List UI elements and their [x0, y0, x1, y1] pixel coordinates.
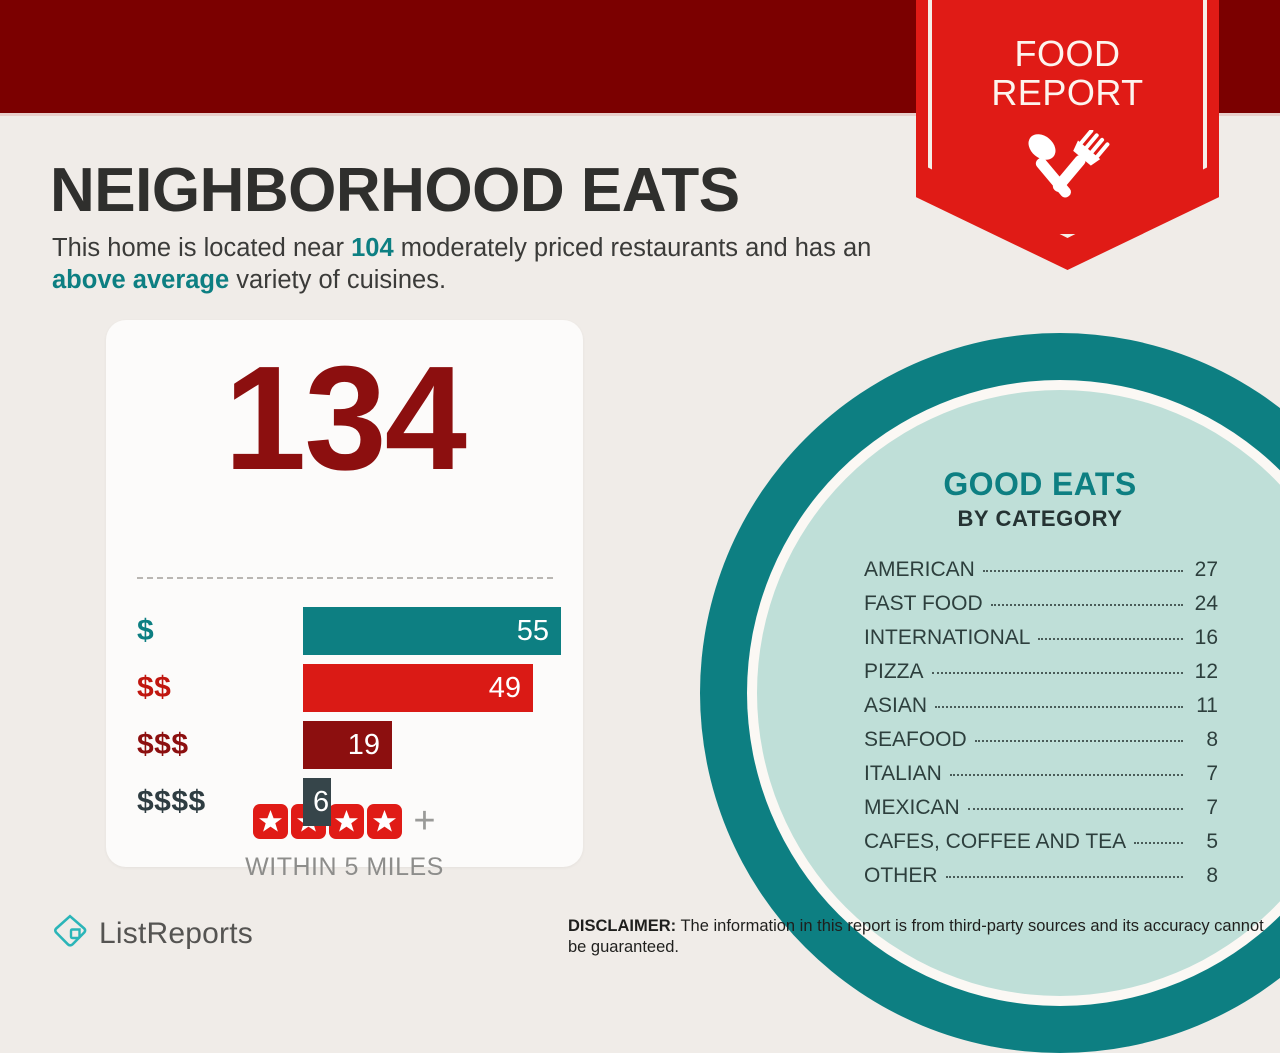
category-label: FAST FOOD [864, 592, 983, 615]
category-row: PIZZA 12 [864, 660, 1218, 694]
category-value: 5 [1206, 830, 1218, 853]
listreports-logo[interactable]: ListReports [52, 913, 253, 954]
card-divider [137, 577, 553, 579]
price-level-label: $ [137, 614, 155, 647]
star-icon [367, 803, 403, 839]
subtitle-part2: moderately priced restaurants and has an [393, 234, 872, 262]
star-plus-symbol: + [413, 800, 436, 842]
category-value: 12 [1194, 660, 1218, 683]
within-miles-label: WITHIN 5 MILES [245, 853, 444, 881]
category-row: CAFES, COFFEE AND TEA 5 [864, 830, 1218, 864]
disclaimer-label: DISCLAIMER: [568, 917, 677, 935]
category-leader-dots [974, 740, 1183, 742]
price-bar: 55 [303, 607, 561, 655]
category-leader-dots [1038, 638, 1183, 640]
price-bar-value: 19 [347, 728, 380, 761]
category-label: AMERICAN [864, 558, 975, 581]
category-value: 16 [1194, 626, 1218, 649]
teal-circle-graphic [700, 333, 1280, 1053]
category-label: ITALIAN [864, 762, 942, 785]
category-leader-dots [931, 672, 1183, 674]
restaurant-count: 134 [224, 336, 467, 501]
disclaimer-text: The information in this report is from t… [568, 917, 1264, 956]
badge-title: FOOD REPORT [916, 34, 1219, 112]
category-leader-dots [1134, 842, 1183, 844]
subtitle-variety: above average [52, 266, 230, 294]
category-value: 7 [1206, 796, 1218, 819]
category-value: 8 [1206, 728, 1218, 751]
price-row: $$$ 19 [106, 721, 583, 769]
category-leader-dots [990, 604, 1183, 606]
price-bar: 49 [303, 664, 533, 712]
badge-inner-border [928, 0, 1207, 238]
badge-title-line2: REPORT [991, 72, 1144, 113]
good-eats-title: GOOD EATS [943, 466, 1137, 502]
price-level-label: $$$$ [137, 785, 206, 818]
category-leader-dots [982, 570, 1183, 572]
good-eats-subtitle: BY CATEGORY [957, 506, 1123, 531]
category-row: AMERICAN 27 [864, 558, 1218, 592]
listreports-house-icon [52, 913, 88, 954]
price-bar-value: 6 [313, 785, 330, 818]
category-value: 7 [1206, 762, 1218, 785]
price-bar: 6 [303, 778, 331, 826]
badge-title-line1: FOOD [1014, 33, 1121, 74]
stats-card: 134 + WITHIN 5 MILES $55 $$ 49 $$$ 19 $$$$ 6 [106, 320, 583, 881]
price-bar-value: 55 [516, 614, 549, 647]
mint-disc [757, 390, 1280, 996]
star-icon [253, 803, 289, 839]
disclaimer: DISCLAIMER: The information in this repo… [568, 916, 1268, 958]
price-level-label: $$$ [137, 728, 189, 761]
category-list: AMERICAN 27 FAST FOOD 24 INTERNATIONAL 16 PIZZ… [840, 558, 1240, 898]
food-report-badge: FOOD REPORT [916, 0, 1219, 270]
category-row: ASIAN 11 [864, 694, 1218, 728]
good-eats-panel: GOOD EATS BY CATEGORY AMERICAN 27 FAST FOO… [840, 466, 1240, 898]
category-value: 27 [1194, 558, 1218, 581]
category-leader-dots [949, 774, 1183, 776]
price-row: $55 [106, 607, 583, 655]
category-label: CAFES, COFFEE AND TEA [864, 830, 1127, 853]
category-value: 24 [1194, 592, 1218, 615]
subtitle-count: 104 [351, 234, 394, 262]
price-bar-value: 49 [488, 671, 521, 704]
price-row: $$$$ 6 [106, 778, 583, 826]
category-row: MEXICAN 7 [864, 796, 1218, 830]
category-row: SEAFOOD 8 [864, 728, 1218, 762]
header-underline [0, 113, 1280, 116]
category-value: 8 [1206, 864, 1218, 887]
category-leader-dots [967, 808, 1183, 810]
category-row: FAST FOOD 24 [864, 592, 1218, 626]
price-row: $$ 49 [106, 664, 583, 712]
category-row: INTERNATIONAL 16 [864, 626, 1218, 660]
category-row: ITALIAN 7 [864, 762, 1218, 796]
star-icon [329, 803, 365, 839]
star-rating: + [106, 801, 583, 841]
category-value: 11 [1196, 694, 1218, 717]
category-label: PIZZA [864, 660, 924, 683]
page-title: NEIGHBORHOOD EATS [50, 156, 740, 225]
category-label: SEAFOOD [864, 728, 967, 751]
price-level-label: $$ [137, 671, 172, 704]
category-leader-dots [945, 876, 1183, 878]
category-label: ASIAN [864, 694, 928, 717]
listreports-logo-text: ListReports [99, 916, 253, 950]
category-label: OTHER [864, 864, 938, 887]
price-bar: 19 [303, 721, 392, 769]
category-row: OTHER 8 [864, 864, 1218, 898]
category-label: INTERNATIONAL [864, 626, 1031, 649]
category-leader-dots [935, 706, 1183, 708]
subtitle-part1: This home is located near [52, 234, 352, 262]
spoon-fork-icon [1014, 128, 1122, 202]
category-label: MEXICAN [864, 796, 960, 819]
subtitle: This home is located near 104 moderately… [52, 232, 902, 296]
subtitle-part3: variety of cuisines. [229, 266, 447, 294]
